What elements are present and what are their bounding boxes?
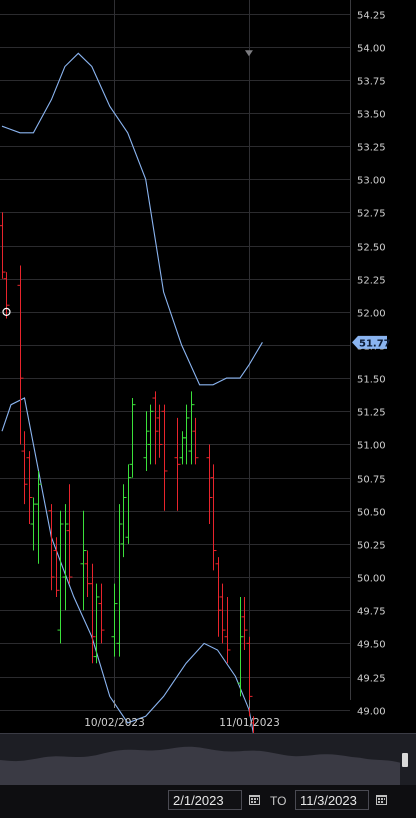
ohlc-bar	[116, 504, 123, 657]
price-labels: 51.7748.7448.51	[352, 335, 391, 349]
navigator-overview[interactable]	[0, 734, 416, 786]
ohlc-bar	[66, 484, 73, 584]
ohlc-bar	[111, 583, 118, 657]
y-tick-label: 49.50	[357, 640, 386, 651]
ohlc-bar	[219, 583, 226, 644]
navigator-drag-handle[interactable]	[402, 753, 408, 767]
y-tick-label: 54.25	[357, 11, 386, 22]
y-tick-label: 51.50	[357, 375, 386, 386]
chart-canvas[interactable]: 54.25 54.00 53.75 53.50 53.25 53.00 52.75 52.50…	[0, 0, 416, 733]
ohlc-bar	[84, 550, 91, 597]
y-tick-label: 53.00	[357, 176, 386, 187]
date-range-bar: 2/1/2023 TO 11/3/2023	[0, 785, 416, 818]
ohlc-bar	[174, 417, 181, 511]
ohlc-bar	[183, 404, 190, 465]
ohlc-bar	[93, 583, 100, 664]
ohlc-bar	[143, 411, 150, 471]
price-label-text: 51.77	[359, 338, 391, 349]
calendar-icon[interactable]	[249, 794, 260, 805]
y-tick-label: 49.00	[357, 707, 386, 718]
x-axis: 10/02/2023 11/01/2023	[84, 700, 280, 729]
price-label-box	[352, 335, 387, 349]
y-tick-label: 50.00	[357, 574, 386, 585]
x-tick-label: 11/01/2023	[219, 717, 280, 729]
y-tick-label: 52.50	[357, 243, 386, 254]
x-tick-label: 10/02/2023	[84, 717, 145, 729]
ohlc-bar	[26, 451, 33, 525]
ohlc-bar	[241, 596, 248, 650]
ohlc-bar	[89, 563, 96, 664]
y-tick-label: 53.50	[357, 110, 386, 121]
y-tick-label: 52.75	[357, 209, 386, 220]
ohlc-bar	[62, 504, 69, 611]
ohlc-bar	[17, 265, 24, 445]
y-tick-label: 52.00	[357, 309, 386, 320]
ohlc-bar	[57, 510, 64, 644]
y-tick-label: 54.00	[357, 44, 386, 55]
ohlc-bar	[179, 431, 186, 465]
ohlc-bar	[224, 596, 231, 664]
ohlc-bar	[147, 404, 154, 465]
ohlc-bar	[250, 716, 254, 733]
navigator-area	[0, 746, 400, 786]
ohlc-bar	[215, 557, 222, 637]
price-label: 51.77	[352, 335, 391, 349]
ohlc-bar	[125, 464, 132, 544]
ohlc-bars	[0, 212, 254, 733]
y-tick-label: 49.75	[357, 607, 386, 618]
y-tick-label: 53.75	[357, 77, 386, 88]
to-label: TO	[270, 794, 287, 808]
lower-band-line	[1, 397, 254, 733]
ohlc-bar	[3, 272, 10, 319]
y-tick-label: 50.75	[357, 475, 386, 486]
triangle-down-marker	[244, 50, 253, 57]
ohlc-bar	[21, 431, 28, 505]
ohlc-bar	[48, 504, 55, 591]
y-tick-label: 51.00	[357, 441, 386, 452]
ohlc-bar	[129, 398, 136, 478]
bollinger-bands	[1, 52, 263, 733]
chart-markers	[2, 50, 253, 316]
ohlc-bar	[152, 391, 159, 465]
ohlc-bar	[0, 212, 6, 279]
ohlc-bar	[53, 537, 60, 597]
calendar-icon[interactable]	[376, 794, 387, 805]
ohlc-bar	[120, 484, 127, 558]
ohlc-bar	[80, 510, 87, 611]
y-tick-label: 53.25	[357, 143, 386, 154]
y-axis: 54.25 54.00 53.75 53.50 53.25 53.00 52.75 52.50…	[357, 11, 386, 718]
ohlc-bar	[161, 404, 168, 511]
ohlc-bar	[98, 583, 105, 644]
price-chart[interactable]: 54.25 54.00 53.75 53.50 53.25 53.00 52.75 52.50…	[0, 0, 416, 733]
ohlc-bar	[30, 497, 37, 551]
y-tick-label: 49.25	[357, 674, 386, 685]
to-date-input[interactable]: 11/3/2023	[295, 790, 369, 810]
ohlc-bar	[156, 404, 163, 458]
from-date-input[interactable]: 2/1/2023	[168, 790, 242, 810]
y-tick-label: 50.50	[357, 508, 386, 519]
ohlc-bar	[192, 417, 199, 465]
navigator-panel[interactable]	[0, 733, 416, 786]
y-tick-label: 50.25	[357, 541, 386, 552]
ohlc-bar	[35, 470, 42, 564]
circle-marker	[2, 307, 11, 316]
y-tick-label: 52.25	[357, 276, 386, 287]
upper-band-line	[1, 52, 263, 386]
ohlc-bar	[237, 596, 244, 697]
ohlc-bar	[206, 444, 213, 525]
y-tick-label: 51.25	[357, 408, 386, 419]
grid-lines	[0, 0, 351, 711]
ohlc-bar	[210, 464, 217, 571]
ohlc-bar	[188, 391, 195, 465]
